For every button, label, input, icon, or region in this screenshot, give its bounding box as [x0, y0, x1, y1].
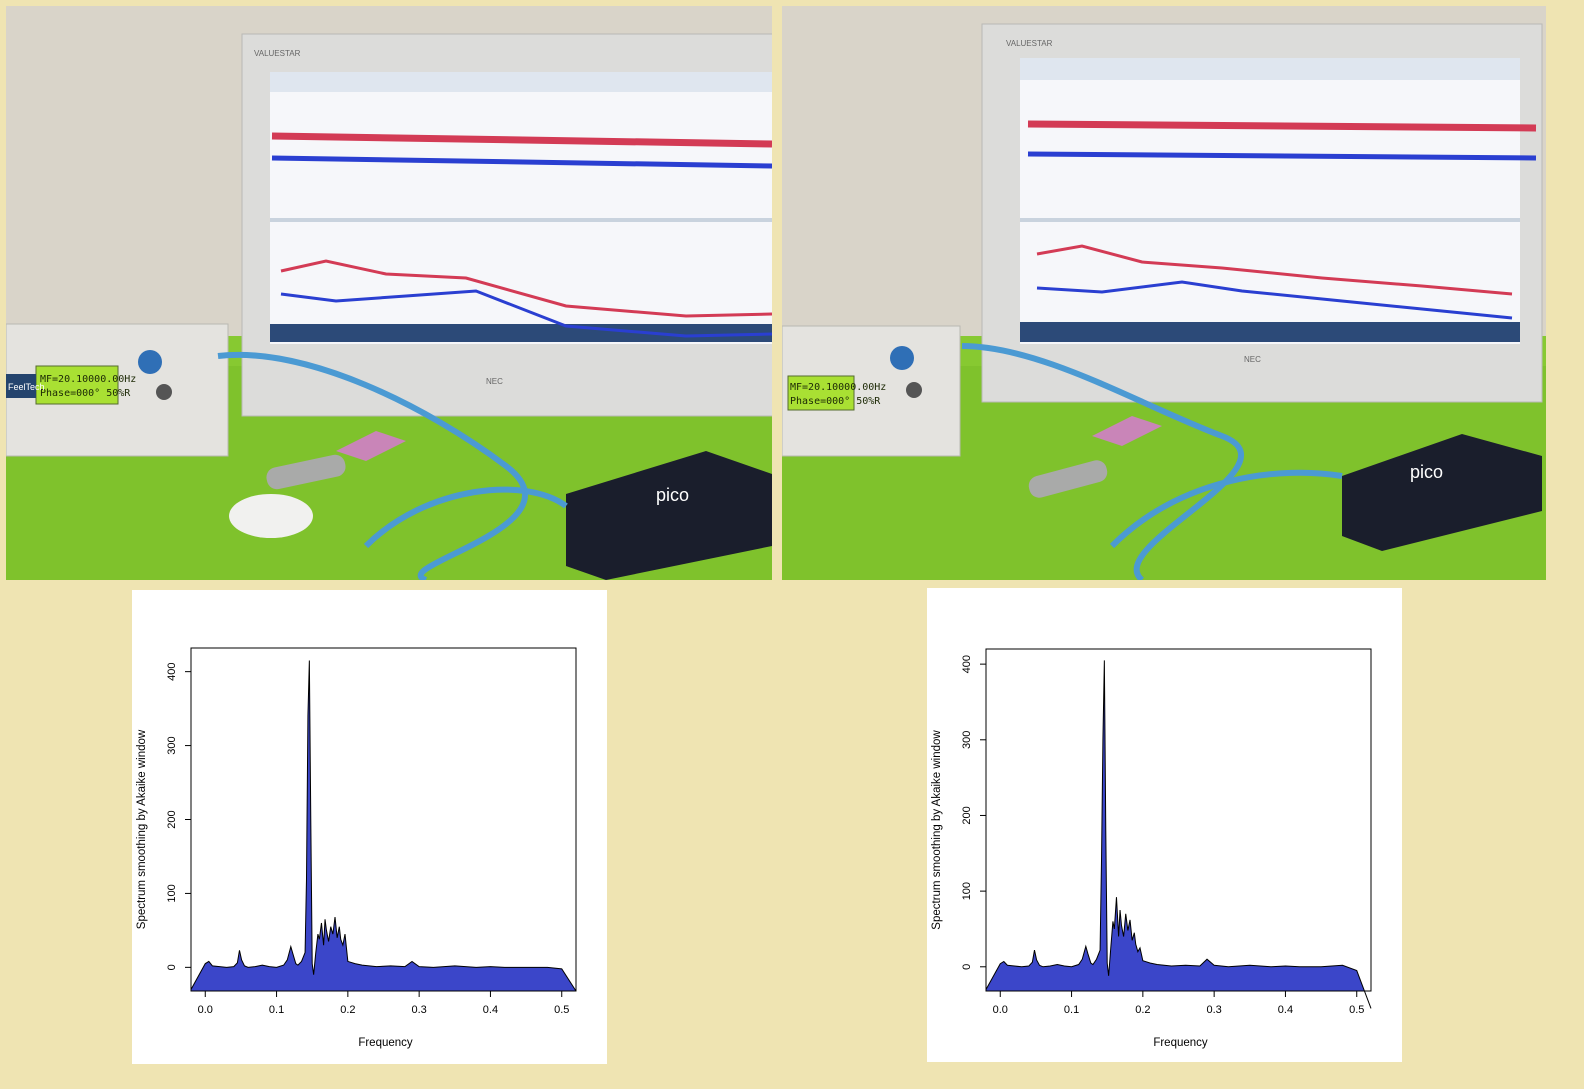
- x-tick-label: 0.2: [1135, 1004, 1150, 1016]
- x-axis-title: Frequency: [1153, 1037, 1208, 1049]
- photo-left: VALUESTAR NEC MF=20.10000.00Hz Phase=000…: [6, 6, 772, 580]
- spectrum-line: [190, 660, 577, 992]
- photo-left-blue-trace-1: [271, 155, 772, 169]
- y-axis-title: Spectrum smoothing by Akaike window: [136, 729, 148, 929]
- photo-right-illustration: VALUESTAR NEC MF=20.10000.00Hz Phase=000…: [782, 6, 1546, 580]
- photo-left-red-trace-2: [280, 259, 772, 318]
- photo-left-lcd-line1: MF=20.10000.00Hz: [40, 374, 136, 385]
- x-tick-label: 0.4: [1278, 1004, 1293, 1016]
- y-tick-label: 300: [961, 731, 973, 749]
- photo-right: VALUESTAR NEC MF=20.10000.00Hz Phase=000…: [782, 6, 1546, 580]
- x-axis-title: Frequency: [358, 1037, 413, 1049]
- x-tick-label: 0.2: [340, 1004, 355, 1016]
- photo-right-lcd-line2: Phase=000° 50%R: [790, 396, 881, 407]
- x-tick-label: 0.1: [269, 1004, 284, 1016]
- spectrum-area-fill: [191, 660, 576, 991]
- x-tick-label: 0.5: [554, 1004, 569, 1016]
- y-tick-label: 200: [961, 806, 973, 824]
- x-tick-label: 0.1: [1064, 1004, 1079, 1016]
- photo-right-red-trace-2: [1036, 244, 1513, 296]
- photo-right-blue-trace-1: [1027, 151, 1537, 161]
- plot-frame: [190, 647, 577, 992]
- spectrum-area-fill: [986, 660, 1371, 991]
- spectrum-chart-left: 0.0 0.1 0.2 0.3 0.4 0.5 0 100 200 300 400 Frequency…: [132, 590, 607, 1064]
- y-tick-label: 100: [166, 884, 178, 902]
- y-tick-label: 0: [166, 964, 178, 970]
- y-axis-title: Spectrum smoothing by Akaike window: [931, 730, 943, 930]
- photo-right-red-trace-1: [1027, 120, 1537, 132]
- x-tick-label: 0.3: [1206, 1004, 1221, 1016]
- x-tick-label: 0.5: [1349, 1004, 1364, 1016]
- spectrum-chart-right: 0.0 0.1 0.2 0.3 0.4 0.5 0 100 200 300 400 Frequency…: [927, 588, 1402, 1062]
- photo-right-logger-brand: pico: [1410, 462, 1443, 482]
- photo-left-red-trace-1: [271, 132, 772, 148]
- photo-right-blue-trace-2: [1036, 280, 1513, 320]
- x-tick-label: 0.3: [411, 1004, 426, 1016]
- y-tick-label: 100: [961, 882, 973, 900]
- photo-left-monitor-brand: VALUESTAR: [254, 49, 301, 58]
- photo-left-blue-trace-2: [280, 289, 772, 338]
- y-tick-label: 400: [961, 655, 973, 673]
- photo-left-generator-brand: FeelTech: [8, 382, 45, 392]
- spectrum-chart-right-svg: 0.0 0.1 0.2 0.3 0.4 0.5 0 100 200 300 400 Frequency…: [931, 648, 1372, 1049]
- photo-right-lcd-line1: MF=20.10000.00Hz: [790, 382, 886, 393]
- y-tick-label: 300: [166, 736, 178, 754]
- photo-left-illustration: VALUESTAR NEC MF=20.10000.00Hz Phase=000…: [6, 6, 772, 580]
- y-tick-label: 200: [166, 810, 178, 828]
- y-tick-label: 0: [961, 964, 973, 970]
- spectrum-line: [985, 660, 1372, 1009]
- x-tick-label: 0.0: [198, 1004, 213, 1016]
- plot-frame: [985, 648, 1372, 992]
- x-tick-label: 0.0: [993, 1004, 1008, 1016]
- photo-left-logger-brand: pico: [656, 485, 689, 505]
- spectrum-chart-left-svg: 0.0 0.1 0.2 0.3 0.4 0.5 0 100 200 300 400 Frequency…: [136, 647, 577, 1049]
- y-tick-label: 400: [166, 662, 178, 680]
- photo-left-lcd-line2: Phase=000° 50%R: [40, 388, 131, 399]
- x-tick-label: 0.4: [483, 1004, 498, 1016]
- photo-left-monitor-maker: NEC: [486, 377, 503, 386]
- photo-right-monitor-brand: VALUESTAR: [1006, 39, 1053, 48]
- photo-right-monitor-maker: NEC: [1244, 355, 1261, 364]
